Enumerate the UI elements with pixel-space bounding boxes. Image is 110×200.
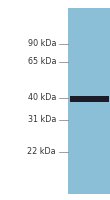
Text: 90 kDa: 90 kDa	[28, 40, 56, 48]
Text: 22 kDa: 22 kDa	[28, 148, 56, 156]
Bar	[68, 8, 110, 194]
Text: 40 kDa: 40 kDa	[28, 94, 56, 102]
Bar	[70, 96, 109, 102]
Text: 65 kDa: 65 kDa	[28, 58, 56, 66]
Text: 31 kDa: 31 kDa	[28, 116, 56, 124]
